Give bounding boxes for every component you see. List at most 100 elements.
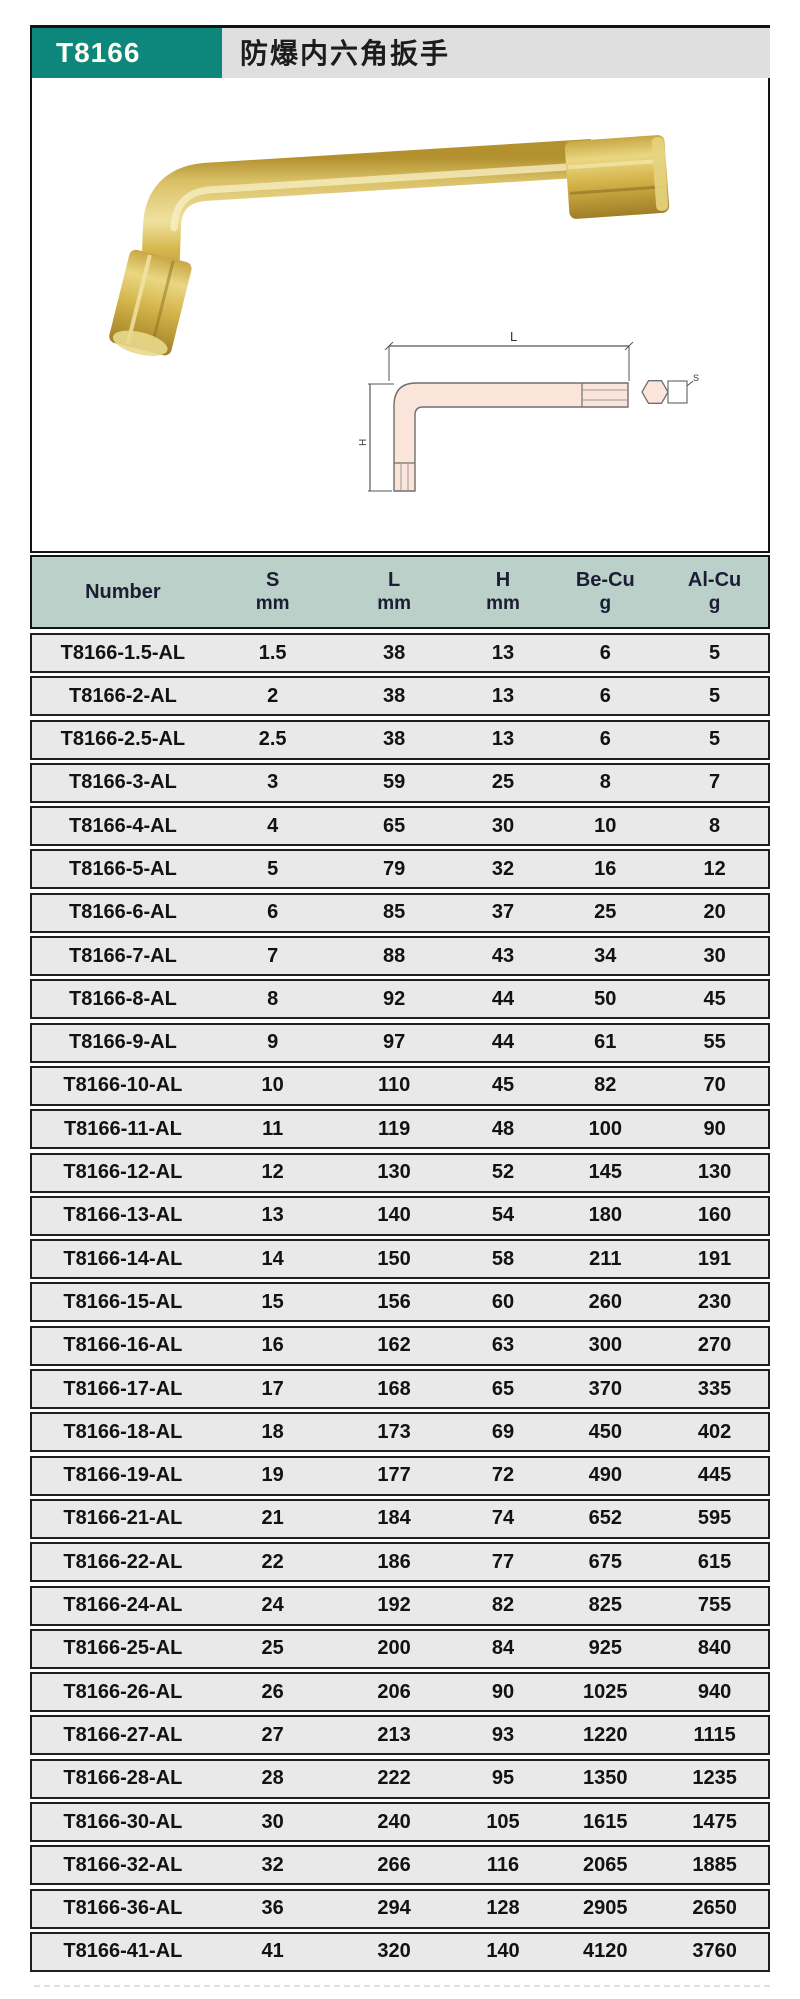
cell-alcu: 45 — [703, 987, 726, 1010]
cell-s: 27 — [261, 1723, 284, 1746]
cell-l: 65 — [382, 814, 406, 837]
cell-number: T8166-30-AL — [63, 1810, 183, 1833]
cell-s: 30 — [261, 1810, 284, 1833]
table-row: T8166-24-AL 24 192 82 825 755 — [30, 1585, 770, 1626]
cell-alcu: 3760 — [692, 1940, 737, 1963]
cell-number: T8166-25-AL — [63, 1637, 183, 1660]
cell-h: 48 — [491, 1117, 515, 1140]
cell-h: 37 — [491, 901, 515, 924]
cell-alcu: 230 — [697, 1290, 732, 1313]
cell-s: 14 — [261, 1247, 284, 1270]
cell-alcu: 130 — [697, 1161, 732, 1184]
cell-l: 184 — [377, 1507, 411, 1530]
cell-alcu: 1475 — [692, 1810, 737, 1833]
cell-alcu: 70 — [703, 1074, 726, 1097]
table-row: T8166-25-AL 25 200 84 925 840 — [30, 1628, 770, 1669]
cell-l: 92 — [382, 987, 406, 1010]
cell-alcu: 755 — [697, 1594, 732, 1617]
cell-l: 177 — [377, 1464, 411, 1487]
cell-number: T8166-36-AL — [63, 1897, 183, 1920]
cell-becu: 61 — [594, 1031, 617, 1054]
table-row: T8166-11-AL 11 119 48 100 90 — [30, 1109, 770, 1150]
cell-alcu: 5 — [709, 728, 721, 751]
cell-becu: 1615 — [583, 1810, 628, 1833]
cell-l: 168 — [377, 1377, 411, 1400]
product-photo — [109, 135, 670, 356]
cell-number: T8166-3-AL — [68, 771, 177, 794]
product-image-panel: L H S — [30, 78, 770, 553]
cell-number: T8166-28-AL — [63, 1767, 183, 1790]
cell-h: 44 — [491, 1031, 515, 1054]
cell-number: T8166-15-AL — [63, 1290, 183, 1313]
page-header: T8166 防爆内六角扳手 — [30, 28, 770, 78]
cell-s: 19 — [261, 1464, 284, 1487]
cell-h: 82 — [491, 1594, 515, 1617]
table-row: T8166-12-AL 12 130 52 145 130 — [30, 1152, 770, 1193]
cell-becu: 25 — [594, 901, 617, 924]
column-unit: mm — [377, 593, 411, 614]
product-illustrations: L H S — [109, 135, 699, 492]
table-row: T8166-15-AL 15 156 60 260 230 — [30, 1282, 770, 1323]
cell-alcu: 191 — [697, 1247, 732, 1270]
cell-l: 38 — [382, 728, 406, 751]
table-row: T8166-41-AL 41 320 140 4120 3760 — [30, 1931, 770, 1972]
cell-h: 30 — [491, 814, 515, 837]
table-row: T8166-28-AL 28 222 95 1350 1235 — [30, 1758, 770, 1799]
cell-becu: 6 — [599, 684, 611, 707]
cell-s: 15 — [261, 1290, 284, 1313]
cell-s: 4 — [267, 814, 279, 837]
column-header-alcu: Al-Cu g — [661, 569, 768, 615]
cell-h: 13 — [491, 684, 515, 707]
cell-h: 60 — [491, 1290, 515, 1313]
cell-number: T8166-5-AL — [68, 857, 177, 880]
hex-head-right — [564, 135, 670, 219]
cell-becu: 6 — [599, 728, 611, 751]
cell-h: 140 — [486, 1940, 520, 1963]
cell-h: 128 — [486, 1897, 520, 1920]
cell-alcu: 615 — [697, 1550, 732, 1573]
cell-becu: 300 — [588, 1334, 622, 1357]
cell-number: T8166-41-AL — [63, 1940, 183, 1963]
cell-alcu: 160 — [697, 1204, 732, 1227]
table-row: T8166-2-AL 2 38 13 6 5 — [30, 676, 770, 717]
cell-alcu: 5 — [709, 684, 721, 707]
table-row: T8166-32-AL 32 266 116 2065 1885 — [30, 1845, 770, 1886]
cell-s: 13 — [261, 1204, 284, 1227]
cell-number: T8166-2-AL — [68, 684, 177, 707]
cell-becu: 16 — [594, 857, 617, 880]
cell-becu: 100 — [588, 1117, 622, 1140]
cell-number: T8166-6-AL — [68, 901, 177, 924]
cell-s: 36 — [261, 1897, 284, 1920]
cell-l: 59 — [382, 771, 406, 794]
cell-number: T8166-4-AL — [68, 814, 177, 837]
cell-h: 65 — [491, 1377, 515, 1400]
cell-l: 38 — [382, 641, 406, 664]
cell-alcu: 20 — [703, 901, 726, 924]
cell-l: 150 — [377, 1247, 411, 1270]
cell-l: 162 — [377, 1334, 411, 1357]
cell-becu: 675 — [588, 1550, 622, 1573]
cell-number: T8166-7-AL — [68, 944, 177, 967]
dimension-diagram: L H S — [358, 329, 699, 492]
table-row: T8166-5-AL 5 79 32 16 12 — [30, 849, 770, 890]
cell-becu: 145 — [588, 1161, 622, 1184]
cell-l: 192 — [377, 1594, 411, 1617]
cell-alcu: 595 — [697, 1507, 732, 1530]
cell-alcu: 270 — [697, 1334, 732, 1357]
cell-s: 3 — [267, 771, 279, 794]
cell-s: 5 — [267, 857, 279, 880]
cell-h: 95 — [491, 1767, 515, 1790]
table-row: T8166-6-AL 6 85 37 25 20 — [30, 892, 770, 933]
cell-h: 25 — [491, 771, 515, 794]
column-label: Number — [85, 580, 161, 603]
cell-number: T8166-13-AL — [63, 1204, 183, 1227]
cell-alcu: 445 — [697, 1464, 732, 1487]
table-row: T8166-3-AL 3 59 25 8 7 — [30, 762, 770, 803]
model-badge: T8166 — [30, 28, 222, 78]
cell-h: 13 — [491, 728, 515, 751]
cell-becu: 2065 — [583, 1853, 628, 1876]
table-row: T8166-17-AL 17 168 65 370 335 — [30, 1369, 770, 1410]
table-row: T8166-9-AL 9 97 44 61 55 — [30, 1022, 770, 1063]
